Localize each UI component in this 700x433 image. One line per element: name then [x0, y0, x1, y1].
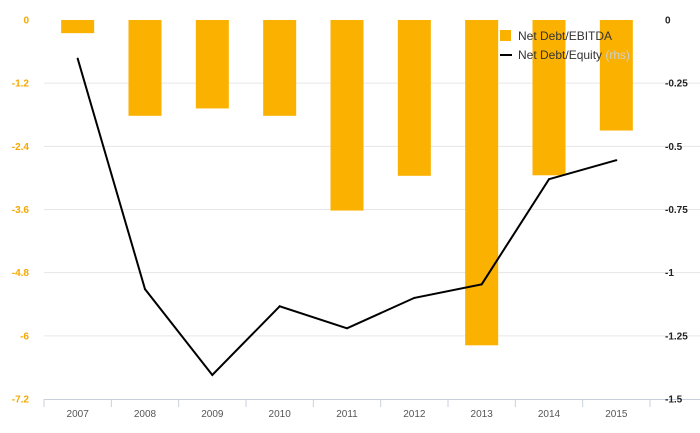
right-y-tick-label: -0.25: [665, 79, 688, 90]
line-point: [278, 305, 281, 308]
left-y-tick-label: -7.2: [12, 395, 30, 406]
left-y-tick-label: -3.6: [12, 205, 30, 216]
bar: [263, 20, 297, 116]
bar: [599, 20, 633, 131]
legend-label-net-debt-ebitda[interactable]: Net Debt/EBITDA: [518, 29, 612, 43]
x-tick-label: 2012: [403, 409, 426, 420]
left-y-tick-label: -2.4: [12, 142, 30, 153]
bar: [195, 20, 229, 109]
x-axis: 2007 2008 2009 2010 2011 2012 2013 2014 2015: [43, 399, 700, 420]
gridlines: [44, 82, 700, 337]
line-point: [346, 327, 348, 330]
right-y-tick-label: -1.5: [665, 395, 683, 406]
x-tick-label: 2015: [605, 409, 628, 420]
legend-label-rhs: (rhs): [605, 48, 630, 62]
x-tick-label: 2010: [269, 409, 292, 420]
left-y-tick-label: -6: [20, 331, 29, 342]
x-tick-label: 2008: [134, 409, 157, 420]
line-point: [615, 159, 618, 162]
left-y-tick-label: -1.2: [12, 79, 30, 90]
line-point: [413, 296, 416, 299]
bar: [532, 20, 566, 176]
line-series-net-debt-equity: [76, 57, 618, 377]
legend-label-net-debt-equity-name: Net Debt/Equity: [518, 48, 602, 62]
right-y-axis: 0 -0.25 -0.5 -0.75 -1 -1.25 -1.5: [665, 16, 688, 406]
bar: [128, 20, 162, 116]
x-tick-label: 2007: [67, 409, 90, 420]
right-y-tick-label: -1.25: [665, 331, 688, 342]
right-y-tick-label: 0: [665, 16, 671, 27]
line-point: [211, 373, 214, 376]
line-point: [76, 57, 79, 60]
x-tick-label: 2009: [201, 409, 224, 420]
bar: [330, 20, 364, 211]
x-tick-label: 2014: [538, 409, 561, 420]
bar: [397, 20, 431, 176]
legend: Net Debt/EBITDA Net Debt/Equity (rhs): [500, 29, 630, 62]
line-point: [144, 288, 146, 291]
legend-swatch-bar[interactable]: [500, 30, 511, 41]
bar: [61, 20, 95, 34]
line-point: [480, 283, 483, 286]
right-y-tick-label: -1: [665, 268, 674, 279]
x-tick-label: 2011: [336, 409, 358, 420]
bar: [465, 20, 499, 346]
left-y-tick-label: -4.8: [12, 268, 30, 279]
legend-label-net-debt-equity[interactable]: Net Debt/Equity (rhs): [518, 48, 630, 62]
bar-series-net-debt-ebitda: [61, 20, 633, 346]
left-y-tick-label: 0: [23, 16, 29, 27]
line-point: [548, 178, 550, 181]
right-y-tick-label: -0.5: [665, 142, 683, 153]
x-tick-label: 2013: [471, 409, 494, 420]
left-y-axis: 0 -1.2 -2.4 -3.6 -4.8 -6 -7.2: [12, 16, 30, 406]
right-y-tick-label: -0.75: [665, 205, 688, 216]
